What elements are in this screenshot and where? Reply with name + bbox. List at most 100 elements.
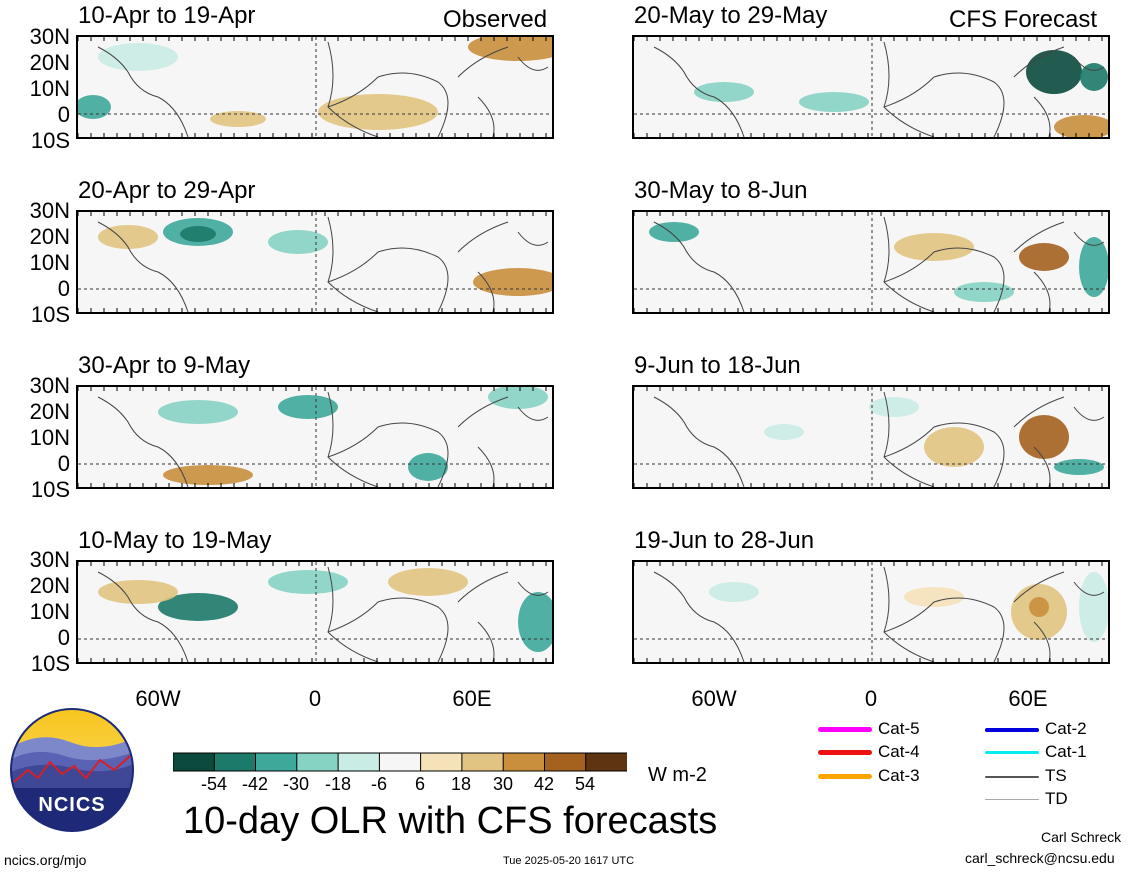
panel-title: 30-Apr to 9-May: [78, 352, 251, 379]
lat-label: 0: [57, 276, 70, 301]
map-panel: [632, 210, 1110, 314]
lat-label: 30N: [29, 547, 70, 572]
olr-anomaly-blob: [163, 465, 253, 485]
olr-anomaly-blob: [869, 397, 919, 417]
coastline: [883, 41, 935, 137]
coastline: [883, 216, 935, 312]
coastline: [883, 247, 1005, 312]
author-email[interactable]: carl_schreck@ncsu.edu: [965, 850, 1115, 866]
coastline: [327, 247, 449, 312]
panel-title: 10-Apr to 19-Apr: [78, 2, 256, 29]
map-panel: [632, 35, 1110, 139]
olr-anomaly-blob: [158, 400, 238, 424]
colorbar-tick: -30: [282, 774, 309, 794]
olr-anomaly-blob: [98, 580, 178, 604]
colorbar-swatch: [544, 752, 587, 772]
lat-label: 0: [57, 451, 70, 476]
olr-anomaly-blob: [268, 230, 328, 254]
site-link[interactable]: ncics.org/mjo: [4, 852, 87, 868]
figure-title: 10-day OLR with CFS forecasts: [183, 800, 718, 842]
coastline: [97, 571, 189, 662]
olr-anomaly-blob: [799, 92, 869, 112]
legend-item: Cat-2: [985, 719, 1087, 739]
lat-label: 0: [57, 625, 70, 650]
panel-title: 19-Jun to 28-Jun: [634, 527, 815, 554]
lat-label: 20N: [29, 50, 70, 75]
colorbar-tick: 18: [450, 774, 472, 794]
lat-label: 30N: [29, 198, 70, 223]
legend-swatch: [985, 751, 1039, 755]
legend-swatch: [818, 727, 872, 733]
legend-item: TS: [985, 766, 1067, 786]
legend-swatch: [985, 799, 1039, 801]
colorbar-tick: 30: [492, 774, 514, 794]
colorbar-swatch: [502, 752, 546, 772]
legend-label: Cat-2: [1045, 719, 1087, 738]
olr-anomaly-blob: [894, 233, 974, 261]
olr-anomaly-blob: [1079, 572, 1108, 642]
olr-anomaly-blob: [473, 268, 552, 296]
lat-label: 20N: [29, 399, 70, 424]
olr-anomaly-blob: [649, 222, 699, 242]
map-panel: [632, 560, 1110, 664]
coastline: [1073, 56, 1105, 71]
olr-anomaly-blob: [488, 387, 548, 409]
author-name: Carl Schreck: [1041, 829, 1122, 845]
colorbar: [172, 752, 629, 777]
coastline: [327, 597, 449, 662]
olr-anomaly-blob: [1079, 237, 1108, 297]
olr-anomaly-map: [634, 562, 1108, 662]
lat-label: 30N: [29, 373, 70, 398]
olr-anomaly-blob: [78, 95, 111, 119]
colorbar-swatch: [461, 752, 505, 772]
colorbar-tick: 6: [414, 774, 425, 794]
olr-anomaly-blob: [388, 568, 468, 596]
legend-item: Cat-5: [818, 719, 920, 739]
olr-anomaly-blob: [1080, 63, 1108, 91]
colorbar-swatch: [337, 752, 381, 772]
legend-swatch: [818, 750, 872, 756]
olr-anomaly-blob: [158, 593, 238, 621]
olr-anomaly-blob: [318, 94, 438, 130]
lon-label: 0: [864, 686, 878, 711]
coastline: [517, 231, 549, 246]
map-panel: [632, 385, 1110, 489]
olr-anomaly-map: [78, 387, 552, 487]
lat-label: 30N: [29, 24, 70, 49]
olr-anomaly-blob: [924, 427, 984, 467]
coastline: [883, 566, 935, 662]
coastline: [653, 221, 745, 312]
colorbar-swatch: [213, 752, 257, 772]
ncics-logo: NCICS: [10, 708, 134, 832]
olr-anomaly-map: [78, 562, 552, 662]
olr-anomaly-blob: [278, 395, 338, 419]
olr-anomaly-map: [634, 212, 1108, 312]
colorbar-swatch: [585, 752, 629, 772]
map-panel: [76, 35, 554, 139]
coastline: [457, 46, 509, 137]
legend-label: Cat-3: [878, 766, 920, 785]
lat-label: 10N: [29, 250, 70, 275]
coastline: [97, 396, 189, 487]
olr-anomaly-blob: [98, 43, 178, 71]
coastline: [653, 571, 745, 662]
coastline: [327, 422, 449, 487]
olr-anomaly-blob: [180, 226, 216, 242]
colorbar-swatch: [420, 752, 463, 772]
coastline: [883, 72, 1005, 137]
olr-anomaly-blob: [98, 225, 158, 249]
coastline: [653, 46, 745, 137]
olr-anomaly-map: [634, 37, 1108, 137]
coastline: [457, 396, 509, 487]
coastline: [883, 422, 1005, 487]
lat-label: 20N: [29, 224, 70, 249]
coastline: [1073, 581, 1105, 596]
olr-anomaly-map: [634, 387, 1108, 487]
panel-title: 9-Jun to 18-Jun: [634, 352, 801, 379]
coastline: [517, 56, 549, 71]
legend-label: Cat-4: [878, 742, 920, 761]
olr-anomaly-blob: [694, 82, 754, 102]
olr-anomaly-map: [78, 37, 552, 137]
legend-item: Cat-3: [818, 766, 920, 786]
legend-swatch: [985, 775, 1039, 778]
